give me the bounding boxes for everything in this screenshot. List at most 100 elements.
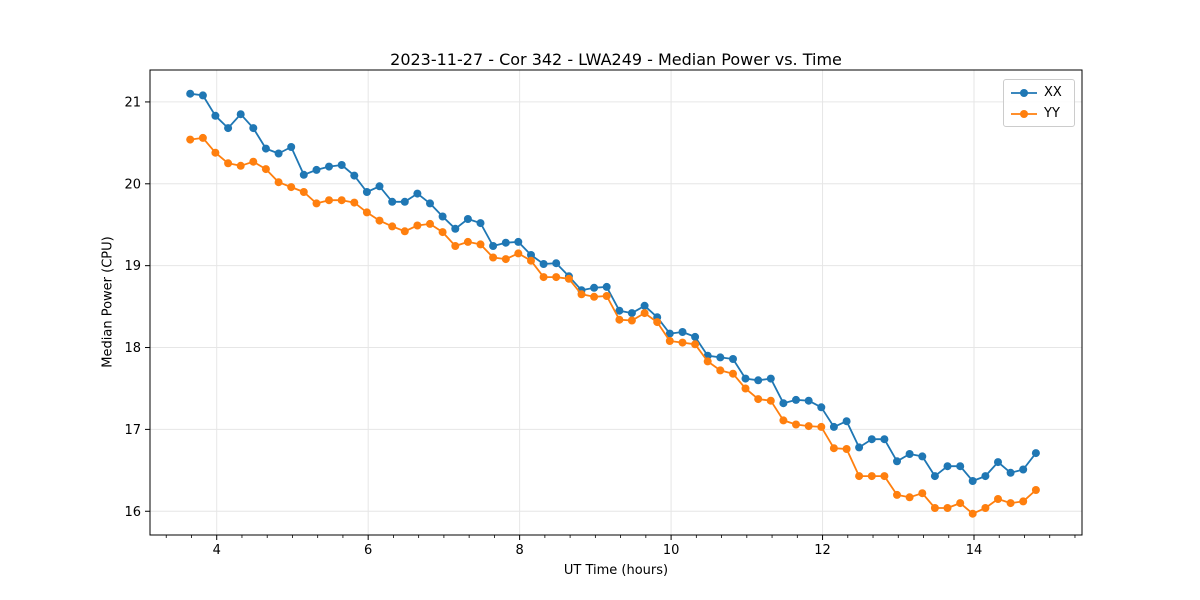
series-yy-marker bbox=[981, 504, 990, 512]
legend-label-xx: XX bbox=[1044, 85, 1062, 100]
series-yy-marker bbox=[1006, 499, 1015, 508]
series-xx-marker bbox=[855, 443, 864, 452]
series-yy-marker bbox=[640, 309, 649, 318]
y-tick-label: 20 bbox=[124, 177, 141, 192]
series-yy-marker bbox=[779, 416, 788, 425]
series-xx-line bbox=[189, 92, 1037, 482]
y-tick-label: 17 bbox=[124, 423, 141, 438]
series-xx-marker bbox=[375, 182, 384, 191]
series-yy-marker bbox=[602, 292, 611, 300]
series-yy-marker bbox=[489, 253, 498, 262]
x-tick-label: 8 bbox=[515, 543, 523, 558]
series-yy-marker bbox=[413, 221, 422, 230]
series-yy-marker bbox=[729, 369, 737, 378]
series-xx-marker bbox=[930, 472, 939, 481]
series-xx-marker bbox=[1031, 449, 1040, 458]
series-xx-marker bbox=[627, 309, 636, 318]
series-xx-marker bbox=[956, 462, 965, 471]
series-yy-marker bbox=[539, 273, 548, 282]
series-xx-marker bbox=[792, 395, 800, 404]
series-yy-marker bbox=[956, 499, 965, 508]
series-yy-marker bbox=[564, 274, 573, 283]
series-xx-marker bbox=[539, 260, 548, 268]
series-xx-marker bbox=[299, 170, 308, 179]
legend-sample-xx-line-marker-icon bbox=[1011, 88, 1037, 97]
series-xx-marker bbox=[829, 422, 838, 431]
series-yy-marker bbox=[968, 509, 977, 518]
series-yy-marker bbox=[716, 366, 725, 375]
series-yy-marker bbox=[299, 188, 308, 196]
series-xx-marker bbox=[918, 452, 927, 461]
series-xx-marker bbox=[880, 435, 889, 444]
series-xx-marker bbox=[325, 162, 333, 171]
series-xx-marker bbox=[388, 197, 397, 206]
series-yy-marker bbox=[463, 237, 472, 246]
series-xx-marker bbox=[716, 353, 725, 362]
series-xx-marker bbox=[451, 224, 460, 233]
series-yy-marker bbox=[905, 493, 914, 502]
series-xx-marker bbox=[779, 399, 788, 408]
series-yy-marker bbox=[754, 395, 763, 404]
series-yy-marker bbox=[1019, 497, 1028, 506]
series-xx-marker bbox=[489, 242, 498, 250]
series-xx-marker bbox=[527, 251, 535, 259]
series-xx-marker bbox=[476, 219, 485, 228]
series-xx-marker bbox=[1006, 468, 1015, 477]
series-yy-marker bbox=[375, 216, 384, 225]
series-yy-marker bbox=[1031, 486, 1040, 494]
series-xx-marker bbox=[224, 124, 233, 133]
legend: XX YY bbox=[1003, 79, 1075, 127]
y-axis-label: Median Power (CPU) bbox=[100, 236, 116, 368]
series-xx-marker bbox=[766, 374, 775, 383]
series-yy-marker bbox=[249, 157, 258, 166]
series-yy-marker bbox=[451, 242, 460, 250]
series-xx-marker bbox=[249, 124, 258, 133]
series-yy-marker bbox=[817, 422, 826, 431]
series-yy-marker bbox=[691, 340, 700, 349]
series-xx-marker bbox=[729, 355, 737, 363]
series-xx-marker bbox=[968, 477, 977, 485]
series-xx-marker bbox=[691, 332, 700, 341]
y-tick-label: 18 bbox=[124, 341, 141, 356]
series-yy-marker bbox=[627, 316, 636, 325]
series-xx-marker bbox=[337, 161, 346, 169]
legend-sample-yy-line-marker-icon bbox=[1011, 109, 1037, 118]
y-tick-label: 19 bbox=[124, 259, 141, 274]
series-yy-marker bbox=[867, 472, 876, 481]
series-yy-marker bbox=[994, 495, 1002, 503]
chart-title: 2023-11-27 - Cor 342 - LWA249 - Median P… bbox=[390, 50, 842, 69]
series-yy-marker bbox=[918, 489, 927, 498]
series-yy-marker bbox=[350, 198, 359, 207]
series-xx-marker bbox=[893, 457, 901, 466]
series-yy-marker bbox=[337, 196, 346, 205]
series-xx-marker bbox=[817, 403, 826, 412]
series-xx-marker bbox=[552, 259, 561, 268]
x-tick-label: 4 bbox=[213, 543, 221, 558]
legend-item-yy: YY bbox=[1010, 104, 1068, 124]
series-xx-marker bbox=[362, 188, 371, 196]
series-xx-marker bbox=[198, 91, 207, 100]
series-xx-marker bbox=[842, 417, 851, 426]
series-xx-marker bbox=[514, 237, 523, 246]
series-yy-marker bbox=[842, 445, 851, 453]
y-tick-label: 16 bbox=[124, 505, 141, 520]
series-yy-marker bbox=[741, 384, 750, 393]
x-axis-label: UT Time (hours) bbox=[563, 563, 669, 578]
series-xx-marker bbox=[905, 450, 914, 458]
series-yy-marker bbox=[514, 249, 523, 258]
series-xx-marker bbox=[665, 329, 674, 338]
x-tick-label: 12 bbox=[814, 543, 831, 558]
series-xx-marker bbox=[615, 306, 624, 315]
series-xx-marker bbox=[1019, 465, 1028, 474]
series-yy-marker bbox=[400, 227, 409, 236]
series-xx-marker bbox=[438, 212, 447, 221]
series-yy-marker bbox=[678, 338, 687, 347]
series-yy-marker bbox=[236, 161, 245, 170]
series-yy-marker bbox=[224, 159, 233, 168]
series-yy-marker bbox=[615, 315, 624, 324]
axes-spines bbox=[149, 69, 1083, 536]
series-xx-marker bbox=[186, 89, 195, 98]
series-yy-marker bbox=[438, 228, 447, 237]
series-xx-marker bbox=[678, 328, 687, 336]
